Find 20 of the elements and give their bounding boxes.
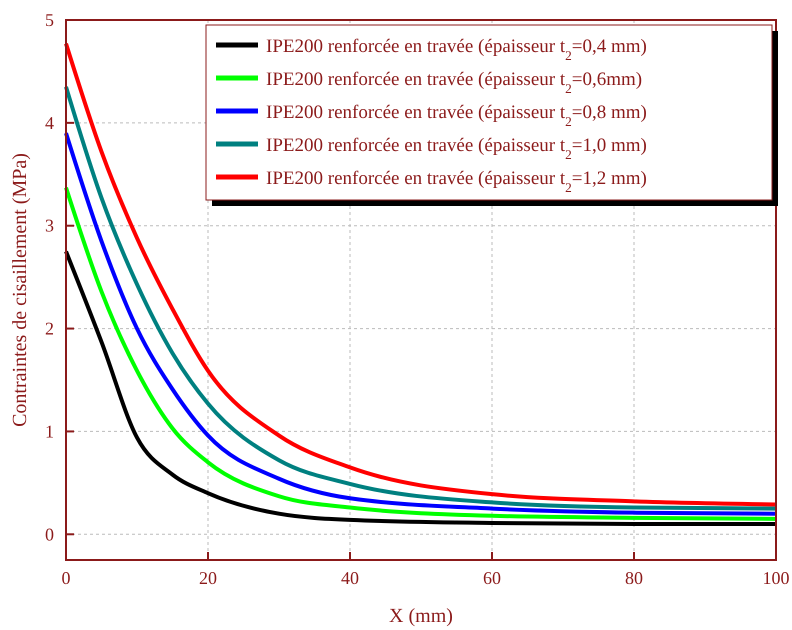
y-axis-title: Contraintes de cisaillement (MPa) bbox=[9, 153, 31, 427]
legend-label: IPE200 renforcée en travée (épaisseur t$_{2}$=0,4 mm) bbox=[266, 36, 647, 62]
x-tick-label: 80 bbox=[625, 568, 643, 588]
legend-label: IPE200 renforcée en travée (épaisseur t$_{2}$=1,2 mm) bbox=[266, 168, 647, 194]
legend-label: IPE200 renforcée en travée (épaisseur t$_{2}$=1,0 mm) bbox=[266, 135, 647, 162]
y-tick-label: 3 bbox=[45, 216, 54, 236]
legend-label: IPE200 renforcée en travée (épaisseur t$_{2}$=0,8 mm) bbox=[266, 102, 647, 128]
x-axis-title: X (mm) bbox=[389, 605, 453, 627]
legend-label: IPE200 renforcée en travée (épaisseur t$_{2}$=0,6mm) bbox=[266, 69, 642, 96]
line-series bbox=[64, 249, 778, 526]
y-tick-label: 1 bbox=[45, 421, 54, 442]
x-tick-label: 0 bbox=[62, 568, 70, 588]
x-tick-label: 40 bbox=[341, 568, 359, 588]
x-tick-label: 60 bbox=[483, 568, 501, 588]
y-tick-label: 0 bbox=[45, 524, 54, 544]
y-tick-label: 2 bbox=[45, 318, 54, 339]
y-tick-label: 5 bbox=[45, 10, 54, 30]
y-tick-label: 4 bbox=[45, 112, 54, 133]
x-tick-label: 20 bbox=[199, 568, 217, 588]
x-tick-label: 100 bbox=[762, 568, 790, 588]
